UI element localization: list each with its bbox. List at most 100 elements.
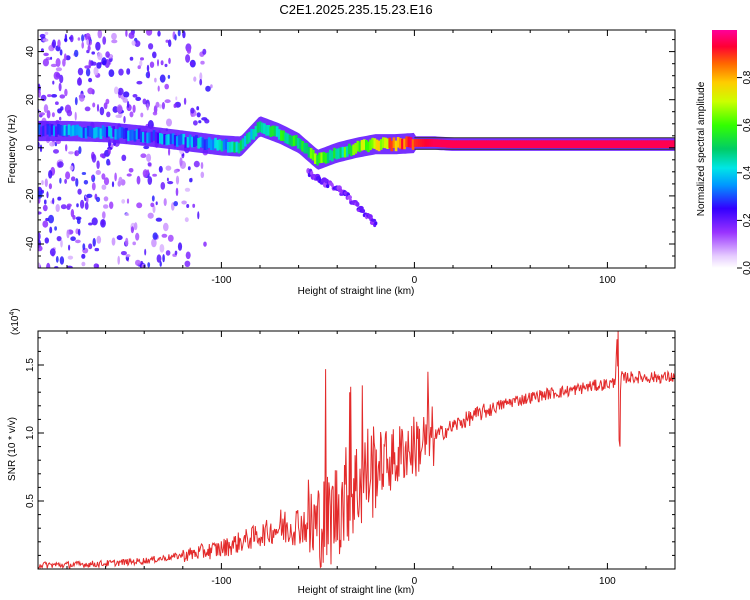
noise-blob [49,248,56,257]
ridge-cell [638,140,642,148]
ridge-cell [392,137,396,148]
noise-blob [78,146,82,155]
noise-blob [193,76,197,82]
noise-blob [88,59,92,69]
ridge-cell [500,140,504,148]
noise-blob [52,80,55,85]
ridge-cell [486,140,489,148]
ridge-cell [171,133,175,144]
noise-blob [103,196,109,202]
ridge-cell [621,140,625,148]
ridge-cell [180,133,183,145]
ridge-cell [186,137,190,148]
noise-blob [38,89,41,98]
ridge-cell [101,125,105,136]
ridge-cell [672,140,675,148]
ridge-cell [437,139,440,148]
noise-blob [64,88,68,97]
noise-blob [163,198,167,207]
noise-blob [205,85,211,92]
noise-blob [68,244,71,251]
noise-blob [49,141,55,147]
noise-blob [46,262,51,268]
ridge-cell [443,139,447,148]
y-tick-label: 1.5 [25,358,36,372]
ridge-cell [469,140,472,148]
ridge-cell [403,138,406,150]
ridge-cell [390,140,394,152]
noise-blob [203,241,207,247]
noise-blob [76,203,79,208]
noise-blob [160,60,164,66]
ridge-cell [154,131,158,143]
noise-blob [151,238,157,248]
ridge-cell [229,141,232,153]
ridge-cell [311,149,315,161]
noise-blob [111,32,117,40]
noise-blob [159,104,162,109]
noise-blob [126,101,130,108]
ridge-cell [456,140,459,148]
ridge-cell [418,139,421,147]
ridge-cell [112,126,115,137]
snr-y-ticks: 0.5 1.0 1.5 [25,337,675,556]
ridge-cell [118,127,122,138]
noise-blob [136,202,143,209]
ridge-cell [114,129,118,140]
noise-blob [84,106,91,112]
ridge-cell [520,140,523,148]
noise-blob [164,99,171,104]
ridge-cell [42,125,45,137]
noise-blob [75,178,79,187]
noise-blob [70,209,75,218]
ridge-cell [583,140,587,148]
noise-blob [150,202,155,208]
noise-blob [161,102,165,110]
ridge-cell [399,138,402,149]
noise-blob [59,74,64,84]
ridge-cell [558,140,561,148]
ridge-cell [585,140,589,148]
noise-blob [159,74,166,83]
noise-blob [63,38,68,42]
ridge-cell [473,140,476,148]
noise-blob [167,181,174,185]
ridge-cell [379,139,383,150]
ridge-cell [653,140,657,148]
spectrogram-y-label: Frequency (Hz) [7,115,18,184]
ridge-cell [146,132,149,144]
ridge-cell [282,130,285,142]
noise-blob [38,190,43,199]
ridge-cell [80,127,84,138]
ridge-cell [108,126,111,137]
ridge-cell [239,140,243,151]
noise-blob [52,39,56,48]
ridge-cell [477,140,481,148]
ridge-cell [163,134,166,145]
ridge-cell [178,134,181,146]
branch-blob [358,205,364,211]
ridge-cell [628,140,631,148]
ridge-cell [490,140,493,148]
ridge-cell [571,140,574,148]
ridge-cell [309,148,313,159]
noise-blob [102,36,107,45]
spectrogram-x-ticks: -100 0 100 [66,30,647,286]
ridge-cell [328,149,332,161]
ridge-cell [235,141,239,153]
noise-blob [173,169,178,174]
noise-blob [85,68,91,77]
ridge-cell [439,139,442,148]
noise-blob [126,68,131,75]
ridge-cell [38,123,41,135]
ridge-cell [294,135,298,146]
branch-blob [347,195,352,200]
ridge-cell [61,125,65,136]
ridge-cell [127,130,130,142]
noise-blob [66,203,72,208]
ridge-cell [488,140,491,148]
noise-blob [189,62,194,66]
ridge-cell [356,140,360,152]
ridge-cell [169,133,173,145]
ridge-cell [670,140,674,148]
